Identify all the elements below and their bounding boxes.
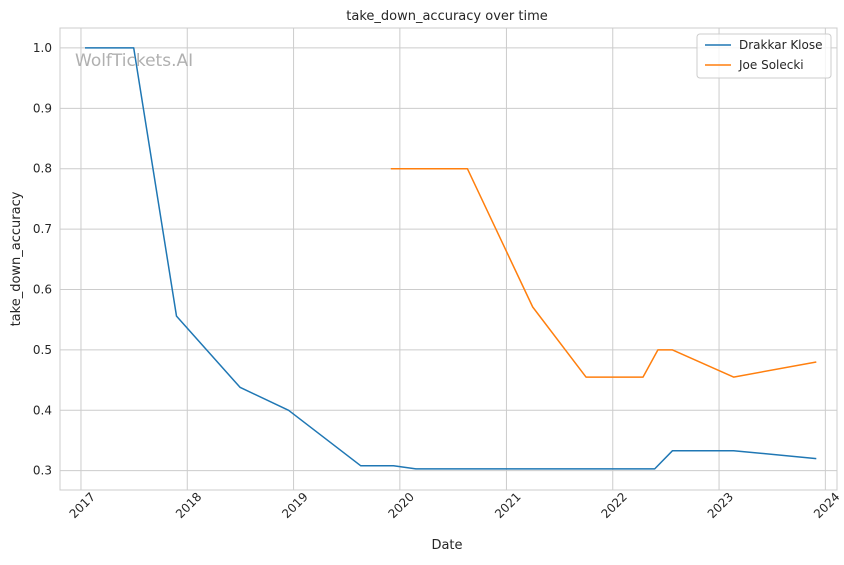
legend: Drakkar Klose Joe Solecki (696, 33, 832, 79)
y-tick-label: 1.0 (33, 41, 52, 55)
y-tick-label: 0.9 (33, 101, 52, 115)
x-tick-label: 2022 (598, 490, 629, 521)
chart-title: take_down_accuracy over time (346, 9, 547, 24)
x-tick-label: 2021 (492, 490, 523, 521)
y-axis-label: take_down_accuracy (9, 191, 24, 326)
legend-items: Drakkar Klose Joe Solecki (705, 38, 823, 72)
series-line-1 (85, 47, 817, 470)
y-tick-label: 0.8 (33, 162, 52, 176)
y-tick-label: 0.5 (33, 343, 52, 357)
y-tick-label: 0.3 (33, 464, 52, 478)
x-axis-ticks: 2017 2018 2019 2020 2021 2022 2023 2024 (67, 490, 843, 521)
x-tick-label: 2023 (705, 490, 736, 521)
x-tick-label: 2020 (386, 490, 417, 521)
x-tick-label: 2017 (67, 490, 98, 521)
legend-label: Joe Solecki (738, 58, 804, 72)
y-tick-label: 0.6 (33, 282, 52, 296)
x-tick-label: 2024 (811, 490, 842, 521)
series-line-2 (390, 167, 817, 378)
y-tick-label: 0.7 (33, 222, 52, 236)
series-lines (85, 47, 817, 470)
watermark-text: WolfTickets.AI (75, 51, 193, 71)
y-axis-ticks: 0.3 0.4 0.5 0.6 0.7 0.8 0.9 1.0 (33, 41, 52, 478)
x-tick-label: 2018 (173, 490, 204, 521)
x-tick-label: 2019 (279, 490, 310, 521)
y-tick-label: 0.4 (33, 403, 52, 417)
plot-area (59, 27, 838, 491)
legend-label: Drakkar Klose (739, 38, 823, 52)
x-axis-label: Date (431, 538, 462, 553)
